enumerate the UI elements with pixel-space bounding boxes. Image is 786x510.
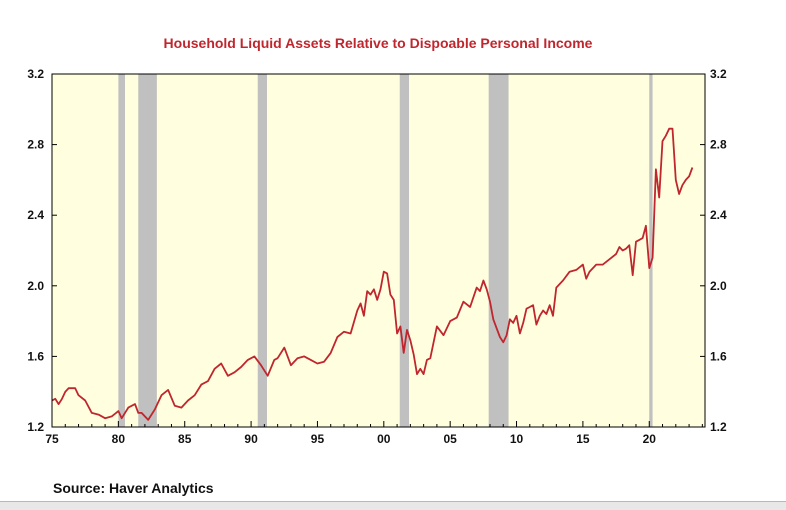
source-note: Source: Haver Analytics: [53, 480, 214, 496]
y-tick-label-left: 2.4: [27, 208, 44, 222]
y-tick-label-right: 3.2: [710, 67, 727, 81]
recession-band: [138, 74, 157, 427]
x-tick-label: 15: [576, 432, 590, 446]
plot-frame: [51, 73, 706, 428]
x-tick-label: 90: [244, 432, 258, 446]
x-tick-label: 05: [443, 432, 457, 446]
recession-band: [649, 74, 653, 427]
window-bottom-bar: [0, 501, 786, 510]
x-tick-label: 85: [178, 432, 192, 446]
recession-bands: [118, 74, 653, 427]
y-tick-label-left: 3.2: [27, 67, 44, 81]
chart-title: Household Liquid Assets Relative to Disp…: [164, 35, 593, 51]
y-tick-label-left: 1.6: [27, 349, 44, 363]
recession-band: [399, 74, 410, 427]
y-tick-label-right: 1.6: [710, 349, 727, 363]
x-tick-label: 80: [112, 432, 126, 446]
plot-area: [52, 74, 705, 427]
x-tick-label: 00: [377, 432, 391, 446]
y-tick-label-left: 1.2: [27, 420, 44, 434]
y-tick-label-right: 1.2: [710, 420, 727, 434]
y-tick-label-right: 2.8: [710, 138, 727, 152]
recession-band: [488, 74, 509, 427]
x-tick-label: 95: [311, 432, 325, 446]
axes: 1.2 1.2 1.6 1.6 2.0 2.0 2.4 2.4 2.8 2.8 3.2 3.2 75 80…: [27, 67, 727, 446]
series-lines: [51, 127, 694, 421]
series-line: [51, 127, 694, 421]
y-tick-label-left: 2.0: [27, 279, 44, 293]
y-tick-label-right: 2.0: [710, 279, 727, 293]
x-tick-label: 75: [45, 432, 59, 446]
x-tick-label: 10: [510, 432, 524, 446]
recession-band: [257, 74, 268, 427]
recession-band: [118, 74, 125, 427]
y-tick-label-left: 2.8: [27, 138, 44, 152]
y-tick-label-right: 2.4: [710, 208, 727, 222]
x-tick-label: 20: [643, 432, 657, 446]
